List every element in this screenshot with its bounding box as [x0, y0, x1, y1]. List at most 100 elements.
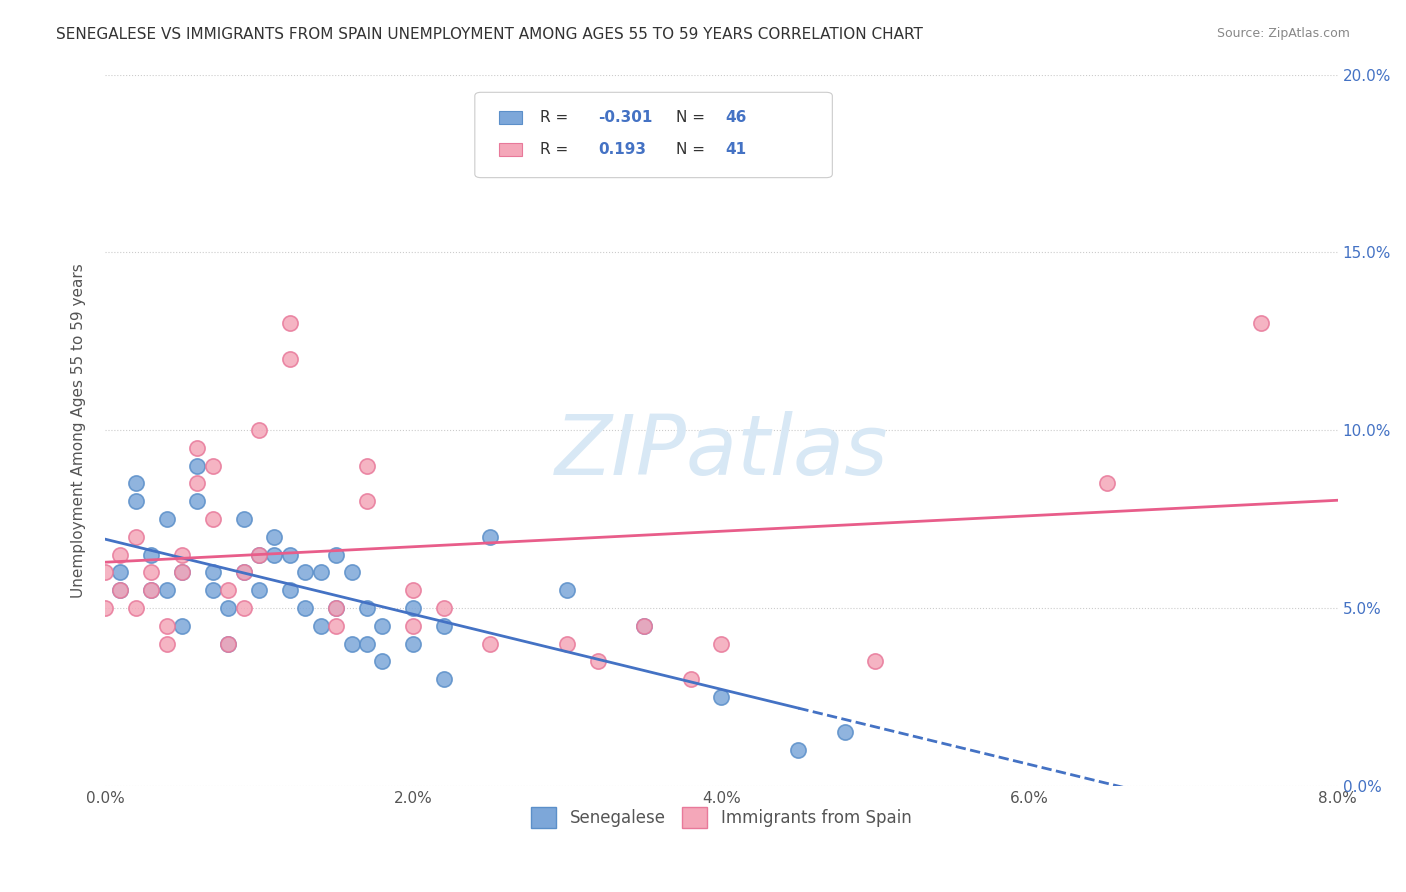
Point	[1095, 476, 1118, 491]
Point	[201, 583, 224, 598]
Point	[325, 619, 347, 633]
Point	[201, 512, 224, 526]
Point	[433, 601, 456, 615]
Point	[156, 619, 179, 633]
Point	[170, 548, 193, 562]
Point	[325, 601, 347, 615]
Point	[555, 636, 578, 650]
Point	[156, 636, 179, 650]
Point	[232, 566, 254, 580]
Point	[170, 566, 193, 580]
Point	[586, 654, 609, 668]
Legend: Senegalese, Immigrants from Spain: Senegalese, Immigrants from Spain	[524, 801, 918, 834]
FancyBboxPatch shape	[499, 143, 522, 155]
Point	[633, 619, 655, 633]
Point	[356, 636, 378, 650]
Point	[356, 601, 378, 615]
FancyBboxPatch shape	[499, 111, 522, 124]
Point	[247, 548, 270, 562]
Point	[263, 548, 285, 562]
Text: 0.193: 0.193	[598, 142, 647, 157]
Point	[679, 672, 702, 686]
Point	[186, 494, 208, 508]
Point	[294, 566, 316, 580]
Point	[170, 566, 193, 580]
Point	[186, 476, 208, 491]
Point	[402, 601, 425, 615]
Point	[217, 601, 239, 615]
Text: N =: N =	[676, 110, 710, 125]
Point	[356, 494, 378, 508]
Point	[170, 619, 193, 633]
Point	[356, 458, 378, 473]
Text: ZIPatlas: ZIPatlas	[554, 411, 889, 492]
Point	[186, 441, 208, 455]
Point	[479, 636, 502, 650]
Point	[247, 548, 270, 562]
Point	[141, 583, 163, 598]
Point	[325, 601, 347, 615]
Point	[125, 476, 148, 491]
Point	[371, 654, 394, 668]
Point	[217, 636, 239, 650]
Point	[125, 601, 148, 615]
FancyBboxPatch shape	[475, 92, 832, 178]
Point	[232, 512, 254, 526]
Point	[402, 636, 425, 650]
Point	[110, 583, 132, 598]
Point	[141, 548, 163, 562]
Point	[232, 566, 254, 580]
Point	[294, 601, 316, 615]
Text: R =: R =	[540, 110, 574, 125]
Y-axis label: Unemployment Among Ages 55 to 59 years: Unemployment Among Ages 55 to 59 years	[72, 263, 86, 598]
Text: R =: R =	[540, 142, 574, 157]
Point	[309, 619, 332, 633]
Point	[433, 619, 456, 633]
Point	[141, 566, 163, 580]
Point	[402, 619, 425, 633]
Point	[371, 619, 394, 633]
Point	[232, 601, 254, 615]
Point	[834, 725, 856, 739]
Point	[247, 423, 270, 437]
Point	[402, 583, 425, 598]
Point	[125, 530, 148, 544]
Point	[325, 548, 347, 562]
Text: 41: 41	[725, 142, 747, 157]
Point	[141, 583, 163, 598]
Point	[94, 566, 117, 580]
Point	[247, 583, 270, 598]
Point	[125, 494, 148, 508]
Point	[1250, 317, 1272, 331]
Point	[186, 458, 208, 473]
Point	[710, 690, 733, 704]
Text: Source: ZipAtlas.com: Source: ZipAtlas.com	[1216, 27, 1350, 40]
Point	[201, 566, 224, 580]
Point	[865, 654, 887, 668]
Point	[201, 458, 224, 473]
Point	[217, 583, 239, 598]
Point	[526, 103, 548, 117]
Point	[217, 636, 239, 650]
Text: -0.301: -0.301	[598, 110, 652, 125]
Point	[278, 548, 301, 562]
Point	[110, 583, 132, 598]
Point	[94, 601, 117, 615]
Point	[156, 583, 179, 598]
Text: N =: N =	[676, 142, 710, 157]
Point	[263, 530, 285, 544]
Point	[479, 530, 502, 544]
Point	[633, 619, 655, 633]
Point	[340, 636, 363, 650]
Text: 46: 46	[725, 110, 747, 125]
Point	[278, 317, 301, 331]
Point	[710, 636, 733, 650]
Point	[340, 566, 363, 580]
Text: SENEGALESE VS IMMIGRANTS FROM SPAIN UNEMPLOYMENT AMONG AGES 55 TO 59 YEARS CORRE: SENEGALESE VS IMMIGRANTS FROM SPAIN UNEM…	[56, 27, 924, 42]
Point	[787, 743, 810, 757]
Point	[555, 583, 578, 598]
Point	[278, 583, 301, 598]
Point	[110, 548, 132, 562]
Point	[156, 512, 179, 526]
Point	[433, 672, 456, 686]
